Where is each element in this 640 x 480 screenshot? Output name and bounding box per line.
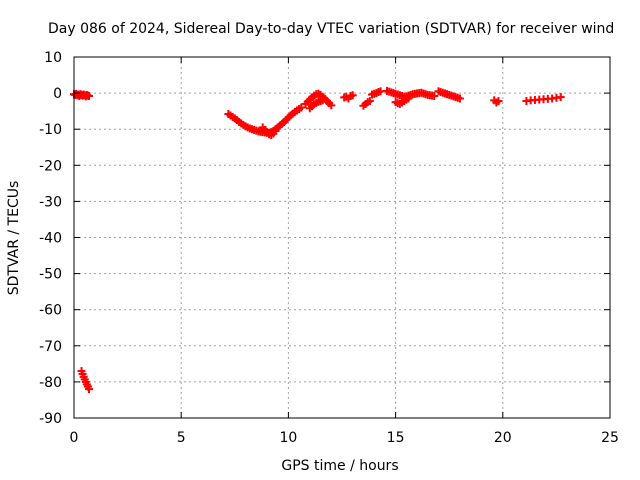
data-point	[430, 91, 439, 100]
x-tick-label: 0	[70, 430, 79, 446]
y-tick-label: -80	[39, 375, 62, 391]
y-axis-title: SDTVAR / TECUs	[6, 181, 22, 296]
data-point	[271, 127, 280, 136]
grid	[74, 57, 610, 418]
y-tick-label: -40	[39, 231, 62, 247]
x-axis-title: GPS time / hours	[281, 458, 398, 474]
x-tick-label: 15	[387, 430, 405, 446]
data-point	[365, 97, 374, 106]
y-tick-label: -10	[39, 122, 62, 138]
y-tick-label: 0	[53, 86, 62, 102]
x-tick-label: 20	[494, 430, 512, 446]
tick-labels: 0 5 10 15 20 25 10 0 -10 -20 -30 -40 -50 -60 -70 -80 -90	[39, 50, 619, 446]
y-tick-label: -30	[39, 194, 62, 210]
x-tick-label: 10	[279, 430, 297, 446]
data-point	[85, 385, 94, 394]
y-tick-label: 10	[44, 50, 62, 66]
y-tick-label: -90	[39, 411, 62, 427]
data-points	[70, 86, 565, 394]
data-point	[327, 101, 336, 110]
x-tick-label: 25	[601, 430, 619, 446]
data-point	[297, 103, 306, 112]
data-point	[556, 93, 565, 102]
data-point	[348, 91, 357, 100]
y-tick-label: -70	[39, 339, 62, 355]
y-tick-label: -60	[39, 303, 62, 319]
data-point	[318, 96, 327, 105]
y-tick-label: -50	[39, 267, 62, 283]
chart-title: Day 086 of 2024, Sidereal Day-to-day VTE…	[48, 21, 614, 37]
data-point	[404, 94, 413, 103]
x-tick-label: 5	[177, 430, 186, 446]
y-tick-label: -20	[39, 158, 62, 174]
data-point	[85, 91, 94, 100]
axis-ticks	[73, 56, 611, 419]
data-point	[494, 97, 503, 106]
data-point	[455, 94, 464, 103]
